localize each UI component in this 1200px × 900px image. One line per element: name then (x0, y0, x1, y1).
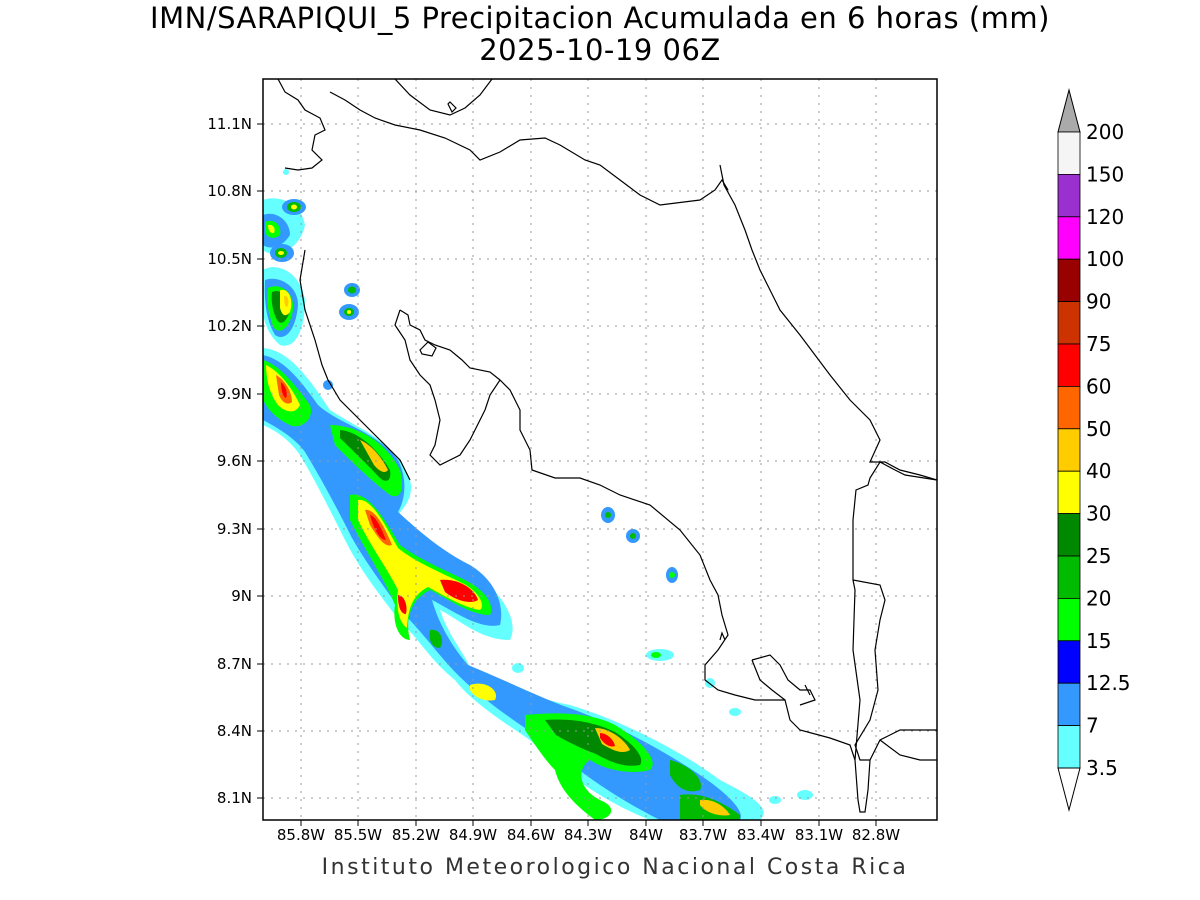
title-line-2: 2025-10-19 06Z (479, 33, 721, 67)
lon-tick-label: 85.5W (334, 826, 382, 844)
colorbar-label: 3.5 (1086, 756, 1118, 780)
precipitation-field (263, 169, 813, 820)
lon-tick-label: 84.9W (449, 826, 497, 844)
colorbar-swatch (1057, 301, 1081, 345)
lon-tick-label: 85.2W (392, 826, 440, 844)
lon-tick-label: 84W (629, 826, 663, 844)
colorbar-label: 50 (1086, 417, 1111, 441)
precip-cell (339, 283, 360, 320)
lat-tick-label: 10.2N (207, 317, 252, 335)
precip-band-main (263, 348, 764, 820)
footer-credit: Instituto Meteorologico Nacional Costa R… (321, 855, 909, 880)
colorbar-label: 12.5 (1086, 671, 1131, 695)
chart-title: IMN/SARAPIQUI_5 Precipitacion Acumulada … (0, 2, 1200, 66)
lat-tick-label: 9N (231, 587, 252, 605)
colorbar-label: 15 (1086, 629, 1111, 653)
colorbar-label: 150 (1086, 162, 1124, 186)
colorbar-label: 20 (1086, 586, 1111, 610)
lat-tick-label: 8.4N (217, 722, 252, 740)
lat-tick-label: 9.6N (217, 452, 252, 470)
title-line-1: IMN/SARAPIQUI_5 Precipitacion Acumulada … (150, 1, 1050, 35)
colorbar-swatch (1057, 640, 1081, 684)
colorbar-swatch (1057, 131, 1081, 175)
colorbar-swatch (1057, 385, 1081, 430)
colorbar-label: 120 (1086, 205, 1124, 229)
lon-tick-label: 84.3W (564, 826, 612, 844)
colorbar-swatch (1057, 343, 1081, 387)
lon-tick-label: 84.6W (507, 826, 555, 844)
colorbar-label: 75 (1086, 332, 1111, 356)
lon-tick-label: 83.4W (737, 826, 785, 844)
map-frame (262, 78, 938, 821)
colorbar-swatch (1057, 216, 1081, 260)
lon-tick-label: 83.1W (795, 826, 843, 844)
colorbar-swatch (1057, 470, 1081, 515)
colorbar-swatch (1057, 428, 1081, 472)
colorbar-top-arrow (1057, 88, 1081, 133)
longitude-axis: 85.8W 85.5W 85.2W 84.9W 84.6W 84.3W 84W … (277, 826, 900, 844)
lat-tick-label: 10.5N (207, 250, 252, 268)
latitude-ticks (257, 123, 263, 799)
lon-tick-label: 85.8W (277, 826, 325, 844)
colorbar: 200 150 120 100 90 75 60 50 40 30 25 20 15 12.5 7 3.5 (1057, 88, 1131, 812)
colorbar-label: 30 (1086, 502, 1111, 526)
colorbar-swatch (1057, 555, 1081, 599)
colorbar-label: 7 (1086, 714, 1099, 738)
lon-tick-label: 82.8W (852, 826, 900, 844)
longitude-ticks (300, 820, 877, 826)
lat-tick-label: 10.8N (207, 182, 252, 200)
lon-tick-label: 83.7W (679, 826, 727, 844)
colorbar-label: 40 (1086, 459, 1111, 483)
lat-tick-label: 8.1N (217, 789, 252, 807)
precip-cell (263, 267, 305, 346)
colorbar-swatch (1057, 725, 1081, 769)
latitude-axis: 11.1N 10.8N 10.5N 10.2N 9.9N 9.6N 9.3N 9… (207, 115, 252, 807)
colorbar-swatch (1057, 258, 1081, 303)
colorbar-label: 100 (1086, 247, 1124, 271)
colorbar-swatch (1057, 682, 1081, 727)
colorbar-swatch (1057, 173, 1081, 218)
colorbar-bottom-arrow (1057, 767, 1081, 812)
lat-tick-label: 11.1N (207, 115, 252, 133)
colorbar-label: 60 (1086, 374, 1111, 398)
lat-tick-label: 9.3N (217, 520, 252, 538)
colorbar-swatch (1057, 513, 1081, 557)
precip-cell (282, 199, 306, 215)
lat-tick-label: 8.7N (217, 655, 252, 673)
colorbar-label: 90 (1086, 290, 1111, 314)
precip-cell (270, 244, 294, 262)
coastlines (277, 79, 937, 813)
colorbar-swatch (1057, 598, 1081, 642)
lat-tick-label: 9.9N (217, 385, 252, 403)
colorbar-label: 200 (1086, 120, 1124, 144)
colorbar-label: 25 (1086, 544, 1111, 568)
